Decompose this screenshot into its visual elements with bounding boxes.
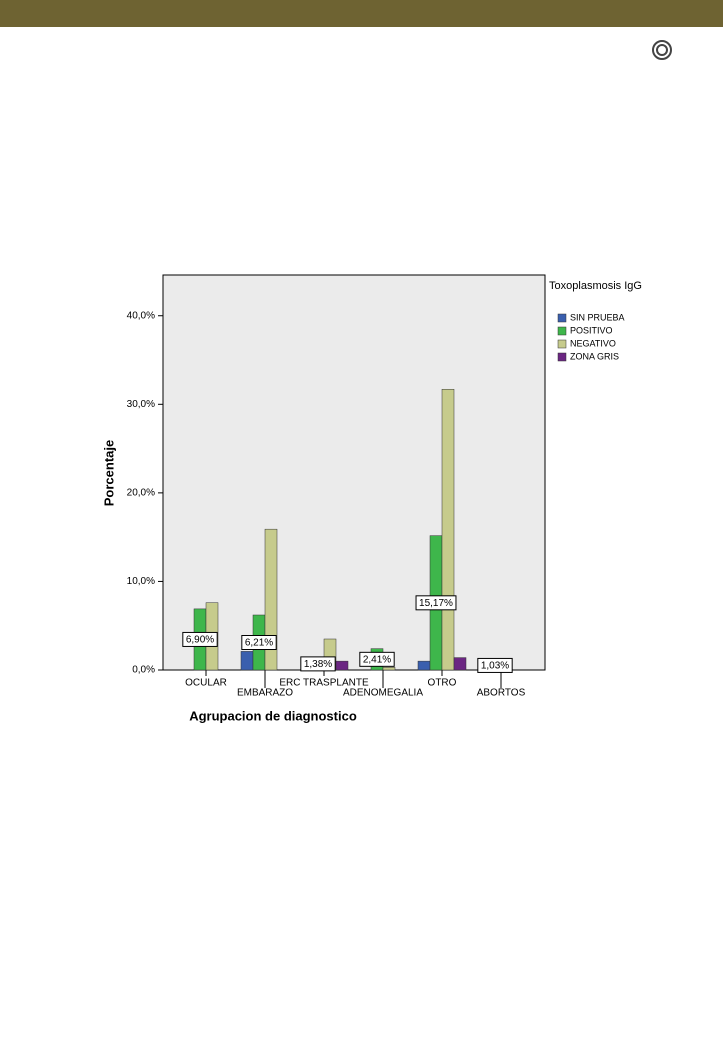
data-label: 6,90% (186, 635, 214, 646)
legend-label: POSITIVO (570, 325, 613, 335)
x-tick-label: OTRO (428, 678, 457, 689)
y-tick-label: 20,0% (127, 488, 155, 499)
x-tick-label: ABORTOS (477, 688, 526, 699)
legend-label: ZONA GRIS (570, 351, 619, 361)
data-label: 15,17% (419, 598, 453, 609)
bar (441, 388, 455, 671)
data-label: 6,21% (245, 638, 273, 649)
data-label-box (359, 651, 395, 667)
data-label-box (182, 631, 218, 647)
legend-swatch (557, 352, 567, 362)
legend-label: SIN PRUEBA (570, 312, 625, 322)
y-tick-label: 40,0% (127, 310, 155, 321)
x-tick-label: OCULAR (185, 678, 227, 689)
y-tick-label: 10,0% (127, 576, 155, 587)
bar (453, 657, 467, 671)
legend-swatch (557, 326, 567, 336)
data-label-box (415, 595, 457, 611)
data-label: 1,03% (481, 661, 509, 672)
data-label-box (241, 635, 277, 651)
legend-swatch (557, 339, 567, 349)
bar (240, 651, 254, 671)
y-tick-label: 0,0% (132, 665, 155, 676)
bar (417, 660, 431, 671)
legend-title-box: Toxoplasmosis IgG (549, 280, 642, 292)
data-label: 2,41% (363, 654, 391, 665)
y-tick-label: 30,0% (127, 399, 155, 410)
data-label-box (477, 657, 513, 673)
bar (264, 528, 278, 671)
legend-swatch (557, 313, 567, 323)
legend-label: NEGATIVO (570, 338, 616, 348)
bar (335, 660, 349, 671)
data-label: 1,38% (304, 659, 332, 670)
x-axis-title: Agrupacion de diagnostico (189, 708, 357, 723)
y-axis-title: Porcentaje (101, 440, 116, 506)
legend-title: Toxoplasmosis IgG (549, 280, 642, 292)
x-tick-label: ERC TRASPLANTE (279, 678, 369, 689)
data-label-box (300, 656, 336, 672)
logo-icon (652, 40, 672, 60)
header-bar (0, 0, 723, 27)
plot-area (162, 274, 546, 671)
bar (382, 667, 396, 671)
x-tick-label: ADENOMEGALIA (343, 688, 423, 699)
x-tick-label: EMBARAZO (237, 688, 293, 699)
